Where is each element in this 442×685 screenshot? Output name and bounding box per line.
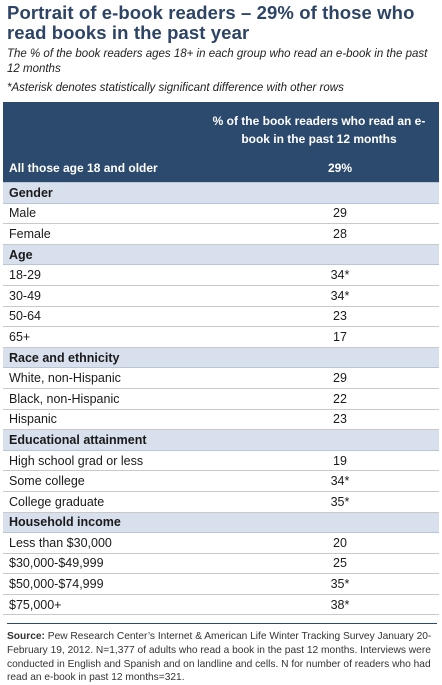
- group-header-label: Gender: [3, 182, 439, 204]
- table-row: Less than $30,000 20: [3, 532, 439, 554]
- group-header-row: Educational attainment: [3, 429, 439, 451]
- subtitle: The % of the book readers ages 18+ in ea…: [7, 48, 428, 75]
- row-label: $50,000-$74,999: [3, 573, 199, 595]
- source-text: Pew Research Center’s Internet & America…: [7, 631, 432, 684]
- row-label: College graduate: [3, 491, 199, 513]
- row-label: 65+: [3, 326, 199, 348]
- row-label: 30-49: [3, 285, 199, 307]
- row-value: 29: [199, 203, 439, 225]
- row-value: 19: [199, 450, 439, 472]
- row-value: 34*: [199, 285, 439, 307]
- data-table: % of the book readers who read an e-book…: [3, 102, 439, 616]
- row-value: 22: [199, 388, 439, 410]
- table-row: Hispanic 23: [3, 409, 439, 431]
- all-adults-value: 29%: [199, 154, 439, 183]
- row-label: Less than $30,000: [3, 532, 199, 554]
- group-header-row: Household income: [3, 511, 439, 534]
- group-header-row: Race and ethnicity: [3, 346, 439, 369]
- row-label: High school grad or less: [3, 450, 199, 472]
- row-label: $30,000-$49,999: [3, 553, 199, 575]
- table-row: $75,000+ 38*: [3, 594, 439, 616]
- source-note: Source: Pew Research Center’s Internet &…: [7, 623, 437, 684]
- table-row: White, non-Hispanic 29: [3, 367, 439, 389]
- group-header-label: Household income: [3, 511, 439, 534]
- table-row: $30,000-$49,999 25: [3, 553, 439, 575]
- row-label: Hispanic: [3, 409, 199, 431]
- table-row: $50,000-$74,999 35*: [3, 573, 439, 595]
- row-value: 34*: [199, 264, 439, 286]
- row-label: Black, non-Hispanic: [3, 388, 199, 410]
- row-label: Some college: [3, 470, 199, 492]
- header-empty-cell: [3, 102, 199, 154]
- row-value: 28: [199, 223, 439, 245]
- asterisk-note: *Asterisk denotes statistically signific…: [7, 82, 344, 94]
- table-row: 18-29 34*: [3, 264, 439, 286]
- all-adults-row: All those age 18 and older 29%: [3, 154, 439, 183]
- all-adults-label: All those age 18 and older: [3, 154, 199, 183]
- source-label: Source:: [7, 631, 45, 643]
- column-header: % of the book readers who read an e-book…: [199, 102, 439, 154]
- row-value: 35*: [199, 573, 439, 595]
- row-value: 23: [199, 409, 439, 431]
- page: Portrait of e-book readers – 29% of thos…: [3, 3, 439, 685]
- group-header-label: Age: [3, 243, 439, 266]
- table-header-row: % of the book readers who read an e-book…: [3, 102, 439, 154]
- group-header-label: Race and ethnicity: [3, 346, 439, 369]
- row-label: White, non-Hispanic: [3, 367, 199, 389]
- page-title: Portrait of e-book readers – 29% of thos…: [7, 2, 415, 43]
- table-row: Black, non-Hispanic 22: [3, 388, 439, 410]
- row-label: $75,000+: [3, 594, 199, 616]
- row-label: Female: [3, 223, 199, 245]
- table-row: Male 29: [3, 203, 439, 225]
- table-row: College graduate 35*: [3, 491, 439, 513]
- row-value: 35*: [199, 491, 439, 513]
- table-row: 50-64 23: [3, 306, 439, 328]
- row-label: Male: [3, 203, 199, 225]
- table-row: 30-49 34*: [3, 285, 439, 307]
- row-value: 34*: [199, 470, 439, 492]
- table-row: 65+ 17: [3, 326, 439, 348]
- table-row: Female 28: [3, 223, 439, 245]
- group-header-row: Age: [3, 243, 439, 266]
- group-header-label: Educational attainment: [3, 429, 439, 451]
- row-value: 25: [199, 553, 439, 575]
- row-value: 20: [199, 532, 439, 554]
- row-label: 50-64: [3, 306, 199, 328]
- group-header-row: Gender: [3, 182, 439, 204]
- row-value: 38*: [199, 594, 439, 616]
- table-row: High school grad or less 19: [3, 450, 439, 472]
- row-value: 23: [199, 306, 439, 328]
- row-label: 18-29: [3, 264, 199, 286]
- row-value: 29: [199, 367, 439, 389]
- row-value: 17: [199, 326, 439, 348]
- table-row: Some college 34*: [3, 470, 439, 492]
